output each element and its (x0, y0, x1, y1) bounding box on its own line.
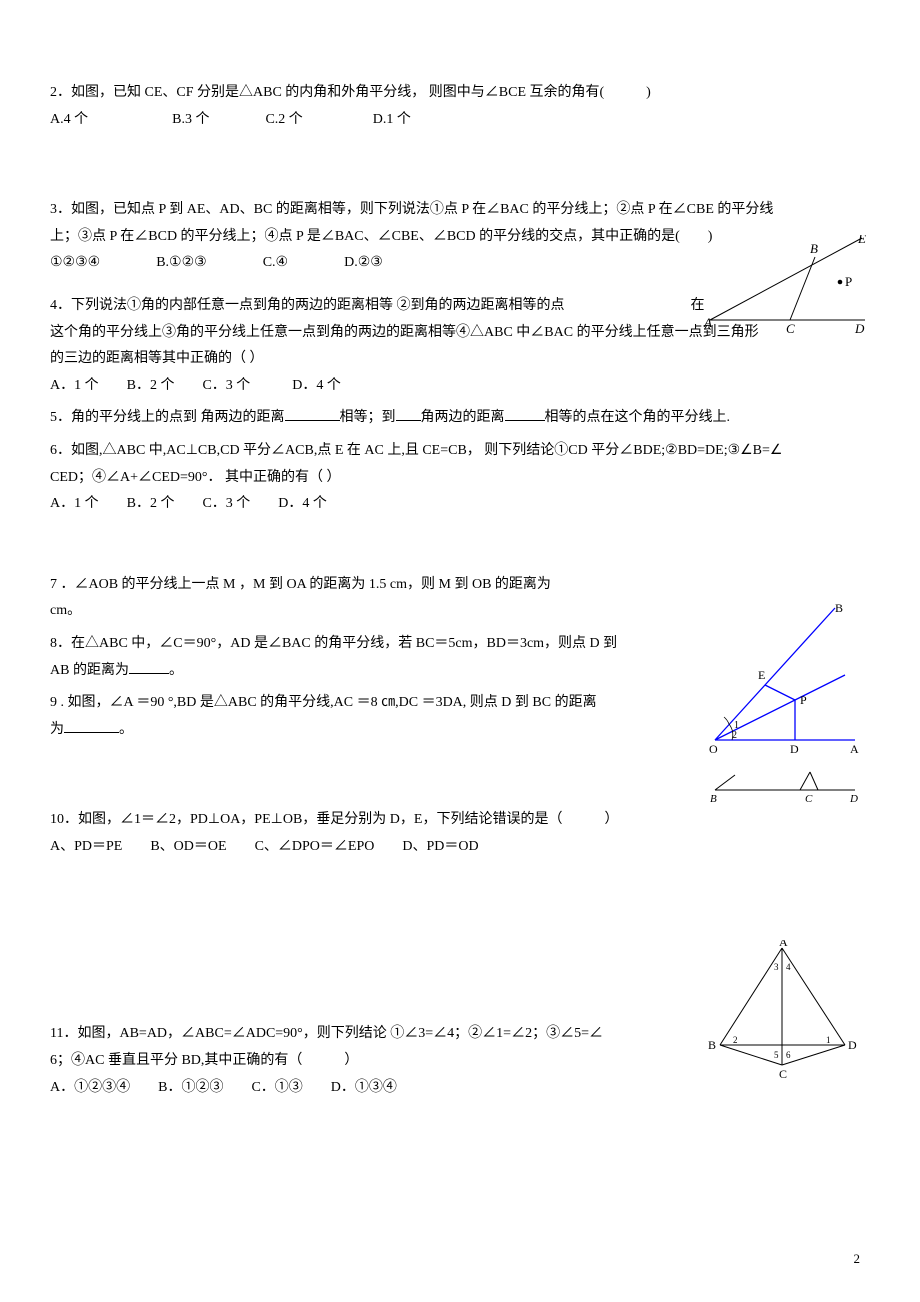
q11-figure: A B C D 3 4 2 1 5 6 (700, 940, 865, 1080)
q8-line2post: 。 (169, 663, 183, 678)
q11-n6: 6 (786, 1050, 791, 1060)
q5-post: 相等的点在这个角的平分线上. (545, 410, 731, 425)
q9-line2pre: 为 (50, 722, 64, 737)
q5-blank2 (396, 407, 421, 421)
q7-line2: cm。 (50, 598, 650, 625)
question-5: 5．角的平分线上的点到 角两边的距离 相等；到 角两边的距离 相等的点在这个角的平分线… (50, 405, 870, 432)
q5-mid1: 相等；到 (340, 410, 396, 425)
q6-line2: CED；④∠A+∠CED=90°． 其中正确的有（ ） (50, 465, 870, 492)
q3-label-C: C (786, 321, 795, 336)
q11-label-A: A (779, 940, 788, 949)
q3-line1: 3．如图，已知点 P 到 AE、AD、BC 的距离相等，则下列说法①点 P 在∠… (50, 197, 870, 224)
q11-line2: 6；④AC 垂直且平分 BD,其中正确的有（ ） (50, 1048, 670, 1075)
q7-label-D: D (790, 742, 799, 756)
q10-text: 10．如图，∠1＝∠2，PD⊥OA，PE⊥OB，垂足分别为 D，E，下列结论错误… (50, 807, 870, 834)
q11-n1: 1 (826, 1035, 831, 1045)
q6-line1: 6．如图,△ABC 中,AC⊥CB,CD 平分∠ACB,点 E 在 AC 上,且… (50, 438, 870, 465)
question-7: 7 ．∠AOB 的平分线上一点 M ，M 到 OA 的距离为 1.5 cm，则 … (50, 572, 650, 625)
question-11: 11．如图，AB=AD，∠ABC=∠ADC=90°，则下列结论 ①∠3=∠4；②… (50, 1021, 670, 1101)
q11-n2: 2 (733, 1035, 738, 1045)
q5-pre: 5．角的平分线上的点到 角两边的距离 (50, 410, 285, 425)
q5-blank3 (505, 407, 545, 421)
q7-label-C2: C (805, 793, 813, 805)
q3-label-E: E (857, 235, 866, 246)
q4-line3: 的三边的距离相等其中正确的（ ） (50, 346, 870, 373)
q3-label-B: B (810, 241, 818, 256)
q3-label-D: D (854, 321, 865, 336)
q11-label-C: C (779, 1067, 787, 1080)
q8-line1: 8．在△ABC 中，∠C＝90°，AD 是∠BAC 的角平分线，若 BC＝5cm… (50, 631, 650, 658)
q7-9-block: 7 ．∠AOB 的平分线上一点 M ，M 到 OA 的距离为 1.5 cm，则 … (50, 572, 650, 744)
q5-blank1 (285, 407, 340, 421)
q2-text: 2．如图，已知 CE、CF 分别是△ABC 的内角和外角平分线， 则图中与∠BC… (50, 80, 870, 107)
page-number: 2 (854, 1247, 861, 1272)
question-2: 2．如图，已知 CE、CF 分别是△ABC 的内角和外角平分线， 则图中与∠BC… (50, 80, 870, 133)
q3-label-A: A (703, 315, 712, 330)
q10-options: A、PD＝PE B、OD＝OE C、∠DPO＝∠EPO D、PD＝OD (50, 834, 870, 861)
q7-label-D2: D (849, 793, 858, 805)
q9-line2post: 。 (119, 722, 133, 737)
q11-n3: 3 (774, 962, 779, 972)
q8-line2pre: AB 的距离为 (50, 663, 129, 678)
q11-n5: 5 (774, 1050, 779, 1060)
q11-n4: 4 (786, 962, 791, 972)
q7-label-O: O (709, 742, 718, 756)
q3-figure: A C D B E P (700, 235, 870, 340)
q7-line1: 7 ．∠AOB 的平分线上一点 M ，M 到 OA 的距离为 1.5 cm，则 … (50, 572, 650, 599)
q11-line1: 11．如图，AB=AD，∠ABC=∠ADC=90°，则下列结论 ①∠3=∠4；②… (50, 1021, 670, 1048)
q7-label-E: E (758, 668, 765, 682)
question-6: 6．如图,△ABC 中,AC⊥CB,CD 平分∠ACB,点 E 在 AC 上,且… (50, 438, 870, 518)
q8-blank (129, 660, 169, 674)
q7-label-P: P (800, 693, 807, 707)
q7-label-B: B (835, 601, 843, 615)
q9-blank (64, 719, 119, 733)
q3-label-P: P (845, 274, 852, 289)
q11-label-B: B (708, 1038, 716, 1052)
q7-label-2: 2 (732, 730, 737, 741)
q9-line1: 9 . 如图，∠A ＝90 °,BD 是△ABC 的角平分线,AC ＝8 ㎝,D… (50, 690, 650, 717)
q2-options: A.4 个 B.3 个 C.2 个 D.1 个 (50, 107, 870, 134)
q7-figure: O A B D E P 1 2 B C D (700, 600, 865, 810)
q11-label-D: D (848, 1038, 857, 1052)
q6-options: A．1 个 B．2 个 C．3 个 D．4 个 (50, 491, 870, 518)
question-10: 10．如图，∠1＝∠2，PD⊥OA，PE⊥OB，垂足分别为 D，E，下列结论错误… (50, 807, 870, 860)
question-8: 8．在△ABC 中，∠C＝90°，AD 是∠BAC 的角平分线，若 BC＝5cm… (50, 631, 650, 684)
q7-label-A: A (850, 742, 859, 756)
question-9: 9 . 如图，∠A ＝90 °,BD 是△ABC 的角平分线,AC ＝8 ㎝,D… (50, 690, 650, 743)
q5-mid2: 角两边的距离 (421, 410, 505, 425)
q7-label-B2: B (710, 793, 717, 805)
q4-options: A．1 个 B．2 个 C．3 个 D．4 个 (50, 373, 870, 400)
q11-options: A．①②③④ B．①②③ C．①③ D．①③④ (50, 1075, 670, 1102)
